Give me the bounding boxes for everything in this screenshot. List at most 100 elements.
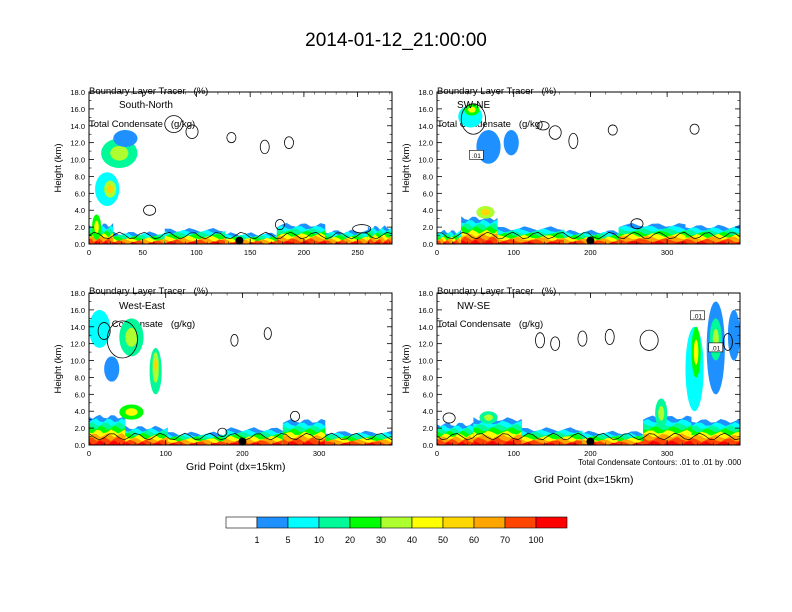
panel-4-header-line2: Total Condensate (g/kg) — [437, 319, 544, 330]
panel-4-xlabel: Grid Point (dx=15km) — [534, 474, 634, 486]
tracer-fill — [480, 209, 491, 216]
panel-3-frame — [88, 292, 393, 446]
y-tick-label: 4.0 — [75, 407, 85, 416]
y-tick-label: 18.0 — [418, 88, 433, 97]
x-tick-label: 200 — [584, 449, 597, 458]
panel-sw-ne: .01 0.0 2.0 4.0 6.0 8.0 10.0 12.0 14.0 16.0 18.0 0 1… — [401, 88, 741, 257]
tracer-fill — [685, 240, 740, 244]
panel-3-header-line1: Boundary Layer Tracer (%) — [89, 286, 209, 297]
condensate-contour — [89, 432, 392, 441]
contour-label: .01 — [693, 313, 702, 320]
x-tick-label: 300 — [661, 449, 674, 458]
tracer-fill — [367, 240, 392, 244]
tracer-fill — [437, 441, 474, 445]
tracer-fill — [693, 339, 699, 365]
colorbar: 1 5 10 20 30 40 50 60 70 100 — [225, 516, 568, 545]
x-tick-label: 0 — [87, 248, 91, 257]
colorbar-label: 30 — [376, 535, 386, 545]
x-tick-label: 150 — [244, 248, 257, 257]
y-tick-label: 18.0 — [418, 289, 433, 298]
y-tick-label: 0.0 — [75, 441, 85, 450]
y-tick-label: 2.0 — [75, 424, 85, 433]
x-tick-label: 100 — [507, 248, 520, 257]
x-tick-label: 100 — [507, 449, 520, 458]
panel-nw-se: .01 .01 0.0 2.0 4.0 6.0 8.0 10.0 12.0 14.0 16.0 18.… — [401, 289, 741, 458]
panel-4-ylabel: Height (km) — [401, 344, 412, 393]
tracer-fill — [125, 408, 138, 416]
y-tick-label: 4.0 — [423, 206, 433, 215]
panel-west-east: 0.0 2.0 4.0 6.0 8.0 10.0 12.0 14.0 16.0 18.0 0 100 2… — [53, 289, 393, 458]
condensate-contour — [97, 322, 111, 340]
tracer-fill — [461, 239, 498, 244]
condensate-contour — [689, 123, 700, 135]
tracer-fill — [89, 240, 114, 244]
condensate-contour — [226, 132, 237, 144]
y-tick-label: 8.0 — [75, 172, 85, 181]
tracer-fill — [564, 239, 619, 244]
tracer-fill — [164, 239, 226, 244]
panel-4-name: NW-SE — [457, 301, 490, 312]
tracer-fill — [89, 440, 126, 445]
tracer-fill — [325, 440, 392, 445]
tracer-fill — [125, 441, 168, 445]
tracer-fill — [94, 220, 99, 234]
tracer-fill — [691, 441, 740, 445]
colorbar-label: 1 — [254, 535, 259, 545]
location-marker — [235, 236, 244, 245]
y-tick-label: 2.0 — [423, 424, 433, 433]
y-tick-label: 10.0 — [418, 357, 433, 366]
panel-1-frame — [88, 91, 393, 245]
tracer-fill — [582, 442, 643, 445]
y-tick-label: 4.0 — [75, 206, 85, 215]
tracer-fill — [521, 442, 583, 445]
y-tick-label: 16.0 — [418, 306, 433, 315]
panel-south-north: 0.0 2.0 4.0 6.0 8.0 10.0 12.0 14.0 16.0 18.0 0 50 10… — [53, 88, 393, 257]
y-tick-label: 18.0 — [70, 289, 85, 298]
colorbar-label: 10 — [314, 535, 324, 545]
y-tick-label: 6.0 — [423, 189, 433, 198]
tracer-fill — [113, 241, 165, 244]
condensate-contour — [548, 125, 562, 140]
condensate-contour — [143, 204, 157, 216]
condensate-contour — [284, 136, 294, 149]
panel-3-name: West-East — [119, 301, 165, 312]
panel-3-xlabel: Grid Point (dx=15km) — [186, 461, 286, 473]
tracer-fill — [325, 442, 392, 445]
y-tick-label: 10.0 — [70, 156, 85, 165]
panel-2-name: SW-NE — [457, 100, 490, 111]
condensate-contour — [263, 327, 272, 340]
y-tick-label: 12.0 — [418, 139, 433, 148]
condensate-contour — [722, 333, 733, 351]
x-tick-label: 200 — [236, 449, 249, 458]
y-tick-label: 14.0 — [70, 323, 85, 332]
y-tick-label: 10.0 — [418, 156, 433, 165]
y-tick-label: 12.0 — [70, 139, 85, 148]
condensate-contour — [106, 320, 138, 359]
x-tick-label: 200 — [584, 248, 597, 257]
condensate-contour — [230, 333, 239, 347]
condensate-contour — [568, 132, 579, 149]
condensate-contour — [639, 329, 659, 351]
x-tick-label: 300 — [313, 449, 326, 458]
colorbar-bin — [380, 516, 413, 529]
y-tick-label: 6.0 — [75, 189, 85, 198]
tracer-fill — [582, 440, 643, 445]
condensate-contour — [460, 103, 486, 135]
y-tick-label: 10.0 — [70, 357, 85, 366]
y-tick-label: 8.0 — [75, 373, 85, 382]
tracer-fill — [437, 241, 462, 244]
panel-4-header: Boundary Layer Tracer (%) Total Condensa… — [437, 264, 556, 341]
condensate-contour — [164, 115, 184, 133]
tracer-fill — [483, 414, 494, 421]
condensate-contour — [536, 121, 550, 131]
colorbar-label: 5 — [285, 535, 290, 545]
x-tick-label: 0 — [435, 449, 439, 458]
condensate-contour — [442, 412, 456, 424]
tracer-fill — [282, 441, 326, 445]
y-tick-label: 8.0 — [423, 172, 433, 181]
colorbar-bin — [256, 516, 289, 529]
condensate-contour — [604, 328, 615, 345]
colorbar-label: 50 — [438, 535, 448, 545]
y-tick-label: 18.0 — [70, 88, 85, 97]
